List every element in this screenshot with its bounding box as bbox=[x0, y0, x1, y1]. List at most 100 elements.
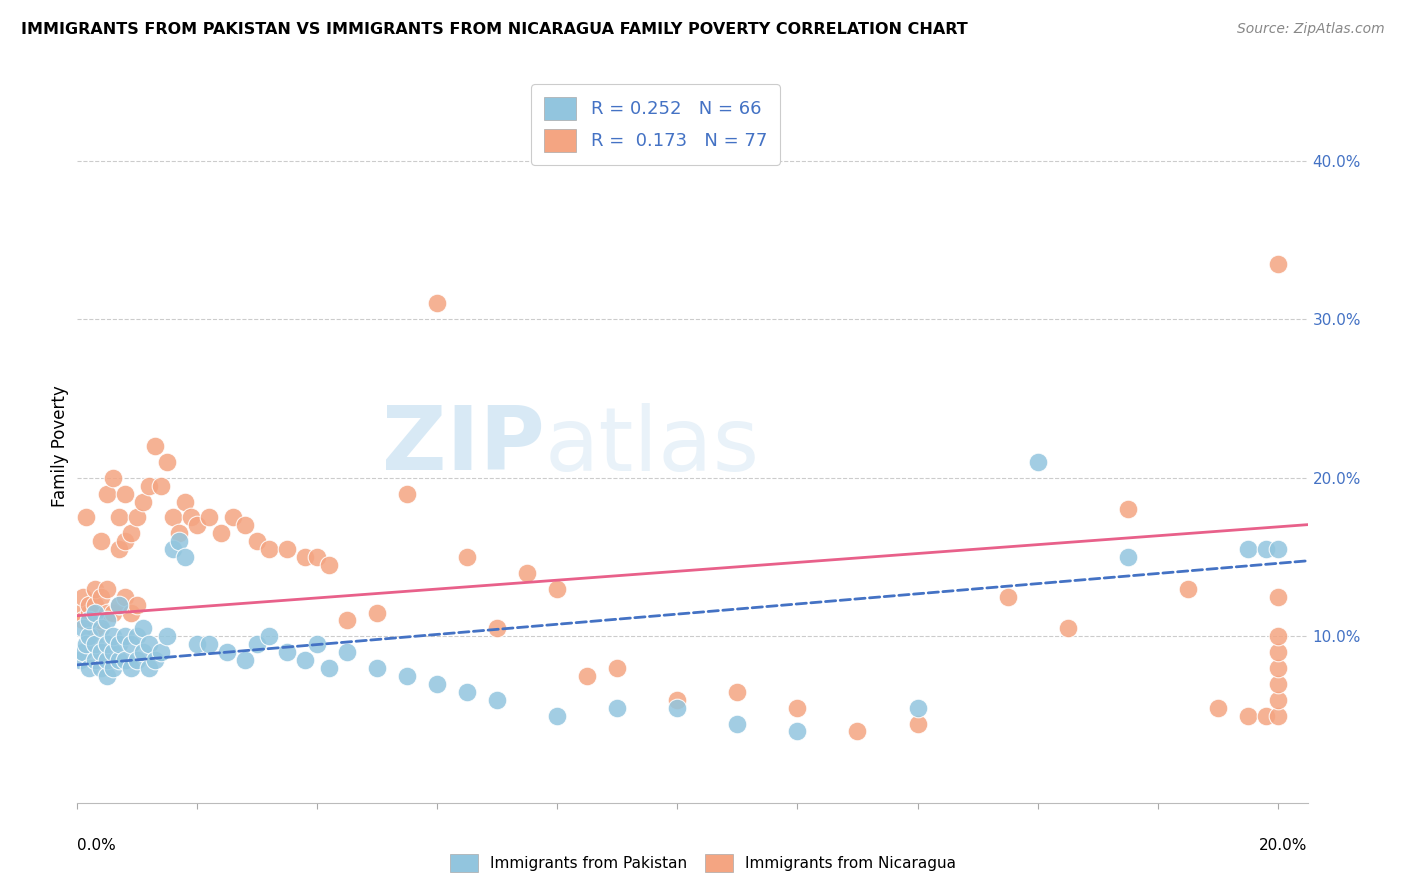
Text: 0.0%: 0.0% bbox=[77, 838, 117, 853]
Point bbox=[294, 653, 316, 667]
Point bbox=[96, 637, 118, 651]
Point bbox=[209, 526, 232, 541]
Point bbox=[1056, 621, 1078, 635]
Point bbox=[1267, 692, 1289, 706]
Point bbox=[127, 629, 149, 643]
Point bbox=[217, 645, 239, 659]
Point bbox=[1267, 542, 1289, 557]
Point bbox=[84, 582, 107, 596]
Point bbox=[114, 486, 136, 500]
Point bbox=[426, 296, 449, 310]
Point bbox=[727, 716, 749, 731]
Point bbox=[90, 661, 112, 675]
Point bbox=[1177, 582, 1199, 596]
Point bbox=[96, 669, 118, 683]
Point bbox=[108, 598, 131, 612]
Point bbox=[307, 637, 329, 651]
Point bbox=[786, 700, 808, 714]
Point bbox=[114, 534, 136, 549]
Point bbox=[180, 510, 202, 524]
Point bbox=[127, 653, 149, 667]
Point bbox=[198, 510, 221, 524]
Point bbox=[84, 606, 107, 620]
Point bbox=[108, 542, 131, 557]
Point bbox=[103, 661, 125, 675]
Point bbox=[108, 653, 131, 667]
Point bbox=[1116, 549, 1139, 564]
Point bbox=[366, 661, 388, 675]
Point bbox=[606, 661, 628, 675]
Point bbox=[120, 637, 142, 651]
Point bbox=[1267, 257, 1289, 271]
Point bbox=[79, 661, 101, 675]
Point bbox=[96, 606, 118, 620]
Point bbox=[79, 606, 101, 620]
Point bbox=[336, 614, 359, 628]
Point bbox=[96, 653, 118, 667]
Point bbox=[1236, 542, 1258, 557]
Point bbox=[138, 637, 160, 651]
Point bbox=[120, 606, 142, 620]
Point bbox=[1267, 645, 1289, 659]
Point bbox=[456, 549, 478, 564]
Point bbox=[426, 677, 449, 691]
Point bbox=[276, 542, 298, 557]
Point bbox=[103, 606, 125, 620]
Point bbox=[127, 598, 149, 612]
Point bbox=[396, 669, 419, 683]
Point bbox=[786, 724, 808, 739]
Point bbox=[114, 629, 136, 643]
Point bbox=[1116, 502, 1139, 516]
Point bbox=[318, 661, 340, 675]
Point bbox=[84, 621, 107, 635]
Text: Source: ZipAtlas.com: Source: ZipAtlas.com bbox=[1237, 22, 1385, 37]
Text: 20.0%: 20.0% bbox=[1260, 838, 1308, 853]
Point bbox=[222, 510, 245, 524]
Point bbox=[156, 629, 179, 643]
Point bbox=[79, 614, 101, 628]
Point bbox=[235, 518, 257, 533]
Point bbox=[186, 637, 208, 651]
Point bbox=[486, 621, 509, 635]
Point bbox=[307, 549, 329, 564]
Point bbox=[90, 621, 112, 635]
Point bbox=[69, 653, 91, 667]
Point bbox=[666, 692, 689, 706]
Point bbox=[84, 598, 107, 612]
Point bbox=[1267, 629, 1289, 643]
Point bbox=[276, 645, 298, 659]
Point bbox=[1254, 542, 1277, 557]
Point bbox=[516, 566, 538, 580]
Point bbox=[84, 637, 107, 651]
Point bbox=[120, 526, 142, 541]
Point bbox=[120, 661, 142, 675]
Point bbox=[174, 494, 197, 508]
Point bbox=[1254, 708, 1277, 723]
Point bbox=[72, 621, 94, 635]
Point bbox=[72, 590, 94, 604]
Point bbox=[132, 621, 155, 635]
Point bbox=[846, 724, 869, 739]
Point bbox=[366, 606, 388, 620]
Point bbox=[162, 542, 184, 557]
Point bbox=[1267, 590, 1289, 604]
Point bbox=[456, 685, 478, 699]
Point bbox=[127, 510, 149, 524]
Y-axis label: Family Poverty: Family Poverty bbox=[51, 385, 69, 507]
Point bbox=[114, 590, 136, 604]
Point bbox=[1026, 455, 1049, 469]
Point bbox=[294, 549, 316, 564]
Point bbox=[103, 471, 125, 485]
Point bbox=[96, 614, 118, 628]
Point bbox=[1267, 677, 1289, 691]
Point bbox=[132, 494, 155, 508]
Point bbox=[997, 590, 1019, 604]
Point bbox=[90, 534, 112, 549]
Point bbox=[138, 478, 160, 492]
Point bbox=[1267, 708, 1289, 723]
Point bbox=[174, 549, 197, 564]
Point bbox=[79, 598, 101, 612]
Point bbox=[169, 526, 191, 541]
Point bbox=[246, 637, 269, 651]
Point bbox=[259, 542, 281, 557]
